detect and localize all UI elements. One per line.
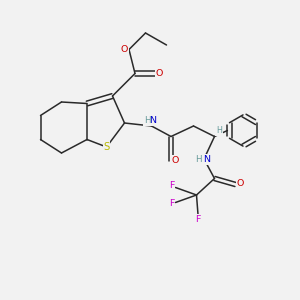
Text: O: O [121,45,128,54]
Text: H: H [216,126,222,135]
Text: H: H [144,116,150,125]
Text: N: N [149,116,157,125]
Text: F: F [195,214,201,224]
Text: O: O [155,69,163,78]
Text: O: O [236,178,244,188]
Text: F: F [169,200,175,208]
Text: S: S [103,142,110,152]
Text: F: F [169,182,175,190]
Text: H: H [196,155,202,164]
Text: O: O [172,156,179,165]
Text: N: N [203,155,211,164]
